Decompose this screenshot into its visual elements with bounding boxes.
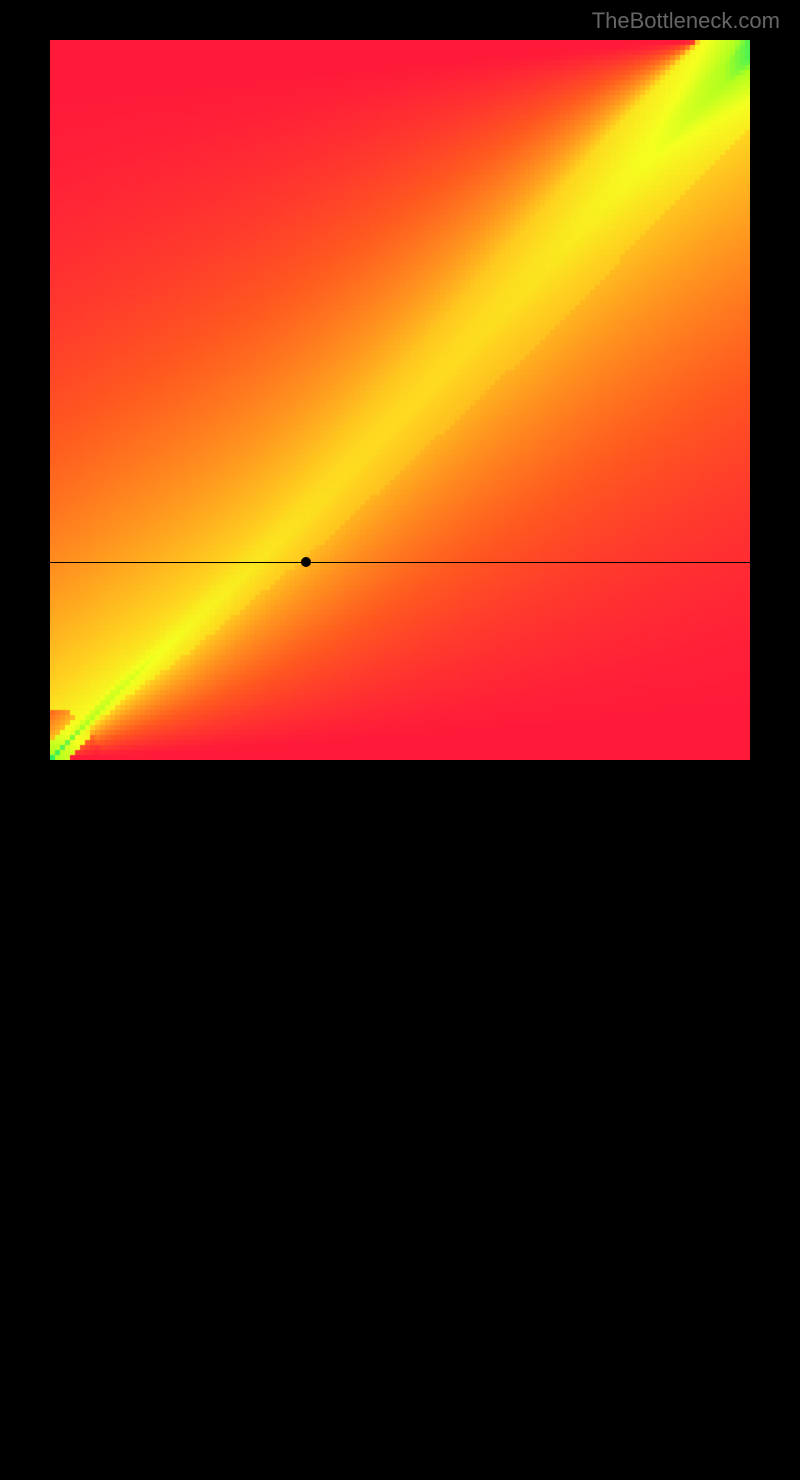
watermark-text: TheBottleneck.com <box>592 8 780 34</box>
heatmap-canvas <box>50 40 750 760</box>
crosshair-marker <box>301 557 311 567</box>
heatmap-plot <box>50 40 750 760</box>
crosshair-vertical <box>306 760 307 1480</box>
crosshair-horizontal <box>50 562 750 563</box>
